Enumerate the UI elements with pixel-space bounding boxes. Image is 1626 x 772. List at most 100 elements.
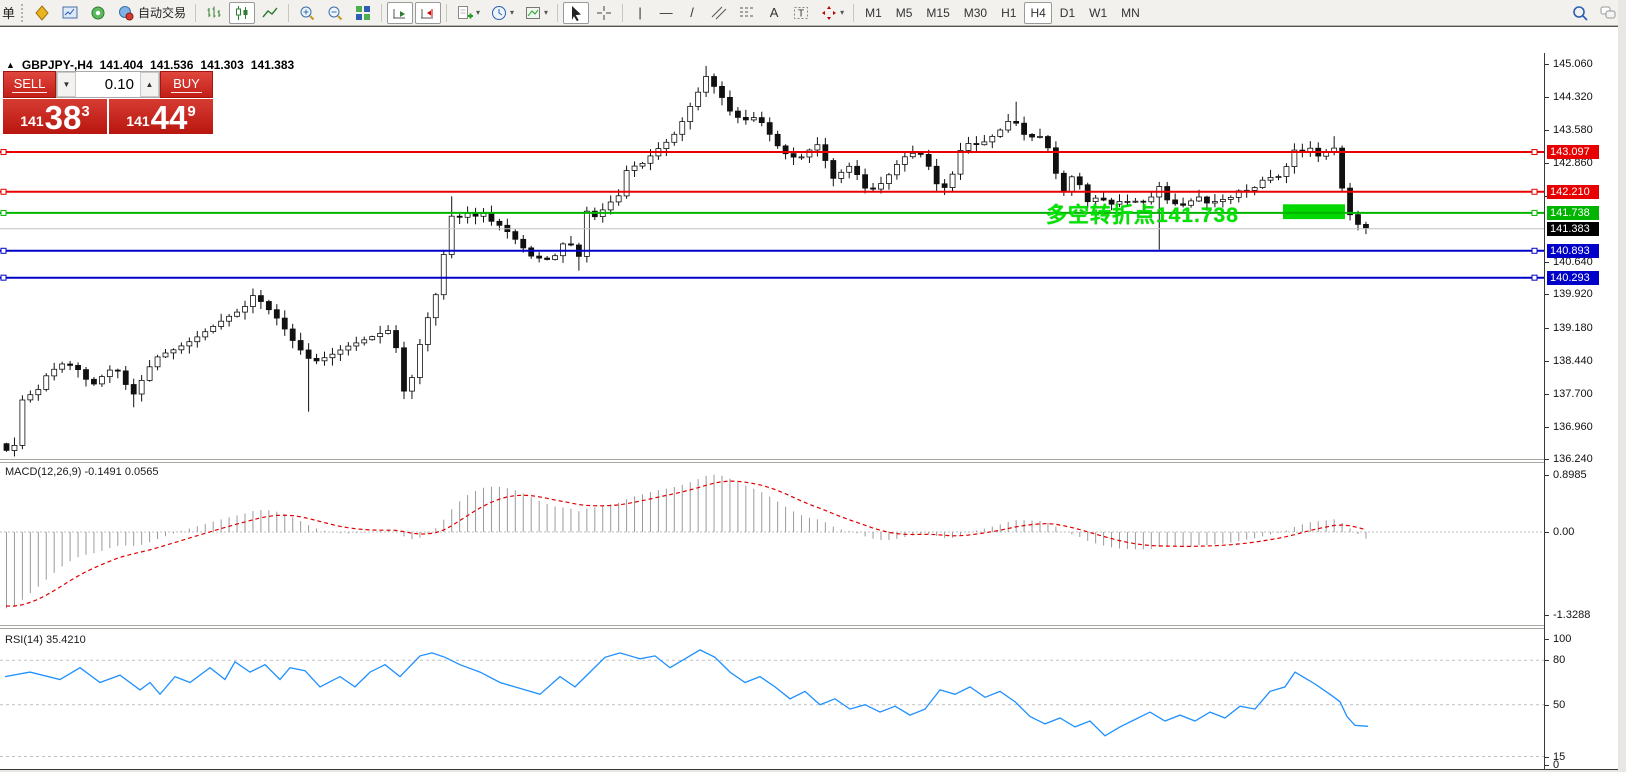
new-order-icon [33,4,51,22]
pivot-annotation[interactable]: 多空转折点141.738 [1046,204,1239,227]
indicators-list-button[interactable]: ▾ [452,2,484,24]
ohlc-high: 141.536 [150,58,194,72]
price-axis-label: 139.920 [1553,288,1593,301]
timeframe-m1-button[interactable]: M1 [865,5,882,20]
one-click-trading-panel: SELL ▼ ▲ BUY 141 38 3 141 44 9 [3,71,213,134]
text-icon: A [769,5,779,20]
chat-button[interactable] [1595,2,1621,24]
price-axis-label: 138.440 [1553,354,1593,367]
zoom-in-button[interactable] [294,2,320,24]
arrows-icon [820,4,838,22]
rsi-axis-label: 80 [1553,654,1566,667]
axis-tick [1545,756,1549,758]
timeframe-mn-button[interactable]: MN [1121,5,1140,20]
price-level-label[interactable]: 141.738 [1547,205,1599,220]
trendline-icon: / [690,5,694,20]
price-level-label[interactable]: 143.097 [1547,145,1599,160]
sell-button[interactable]: SELL [3,71,56,98]
horizontal-line-button[interactable]: — [654,2,678,24]
collapse-icon[interactable]: ▲ [6,60,15,70]
timeframe-d1-button[interactable]: D1 [1059,5,1076,20]
toolbar-separator [195,3,197,22]
chevron-down-icon[interactable]: ▾ [840,8,845,17]
symbol-period-label: GBPJPY-,H4 [21,58,93,72]
ohlc-open: 141.404 [99,58,144,72]
bar-chart-button[interactable] [201,2,227,24]
ohlc-low: 141.303 [200,58,244,72]
market-watch-button[interactable] [57,2,83,24]
chevron-down-icon[interactable]: ▾ [544,8,549,17]
navigator-button[interactable] [85,2,111,24]
timeframe-h1-button[interactable]: H1 [1001,5,1017,20]
axis-tick [1545,262,1549,264]
cursor-button[interactable] [563,1,590,24]
tile-windows-button[interactable] [350,2,376,24]
pane-separator[interactable] [0,625,1618,629]
timeframe-m5-button[interactable]: M5 [895,5,913,20]
search-button[interactable] [1567,2,1593,24]
axis-tick [1545,615,1549,616]
timeframe-w1-button[interactable]: W1 [1089,5,1108,20]
periods-button[interactable]: ▾ [486,2,518,24]
candlestick-chart-button[interactable] [229,1,256,24]
equidistant-channel-icon [710,4,728,22]
rsi-indicator-pane[interactable] [0,629,1544,769]
toolbar-separator [446,3,448,22]
fibonacci-button[interactable] [734,2,760,24]
toolbar-grip[interactable] [21,3,25,22]
volume-increase-button[interactable]: ▲ [140,72,159,97]
auto-scroll-button[interactable] [387,1,414,24]
new-order-button[interactable] [29,2,55,24]
chart-shift-button[interactable] [415,1,442,24]
macd-axis-label: 0.00 [1553,526,1575,538]
chevron-down-icon[interactable]: ▾ [510,8,515,17]
crosshair-button[interactable] [591,2,617,24]
buy-price-quote[interactable]: 141 44 9 [109,99,213,134]
market-watch-icon [61,4,79,22]
line-chart-button[interactable] [257,2,283,24]
navigator-icon [89,4,107,22]
toolbar-separator [622,3,624,22]
templates-button[interactable]: ▾ [520,2,552,24]
timeframe-h4-button[interactable]: H4 [1024,1,1052,24]
tile-windows-icon [354,4,372,22]
macd-indicator-pane[interactable] [0,463,1544,625]
axis-tick [1545,294,1549,296]
price-level-label[interactable]: 140.293 [1547,270,1599,285]
truncated-menu-label[interactable]: 单 [2,6,16,21]
volume-decrease-button[interactable]: ▼ [57,72,76,97]
trendline-button[interactable]: / [680,2,704,24]
price-level-label[interactable]: 142.210 [1547,184,1599,199]
zoom-in-icon [298,4,316,22]
price-axis[interactable]: 145.060144.320143.580142.860142.120140.6… [1544,53,1618,771]
volume-input[interactable] [76,72,140,97]
crosshair-icon [595,4,613,22]
sell-price-quote[interactable]: 141 38 3 [3,99,107,134]
pane-separator[interactable] [0,459,1618,463]
price-level-label[interactable]: 140.893 [1547,243,1599,258]
toolbar-separator [381,3,383,22]
auto-trading-button[interactable]: 自动交易 [113,2,190,24]
bar-chart-icon [205,4,223,22]
price-axis-label: 136.960 [1553,420,1593,433]
macd-axis-label: -1.3288 [1553,609,1591,621]
equidistant-channel-button[interactable] [706,2,732,24]
text-button[interactable]: A [762,2,786,24]
bid-price-label[interactable]: 141.383 [1547,221,1599,236]
axis-tick [1545,660,1549,662]
candlestick-chart[interactable] [0,55,1544,459]
text-label-button[interactable]: T [788,2,814,24]
rsi-label: RSI(14) 35.4210 [5,634,86,646]
buy-button[interactable]: BUY [160,71,213,98]
timeframe-m15-button[interactable]: M15 [926,5,950,20]
timeframe-m30-button[interactable]: M30 [963,5,988,20]
vertical-line-button[interactable]: | [628,2,652,24]
chat-icon [1600,6,1616,19]
rsi-axis-label: 100 [1553,633,1572,645]
zoom-out-icon [326,4,344,22]
arrows-button[interactable]: ▾ [816,2,848,24]
price-axis-label: 145.060 [1553,58,1593,71]
zoom-out-button[interactable] [322,2,348,24]
chevron-down-icon[interactable]: ▾ [476,8,481,17]
price-axis-label: 144.320 [1553,91,1593,104]
